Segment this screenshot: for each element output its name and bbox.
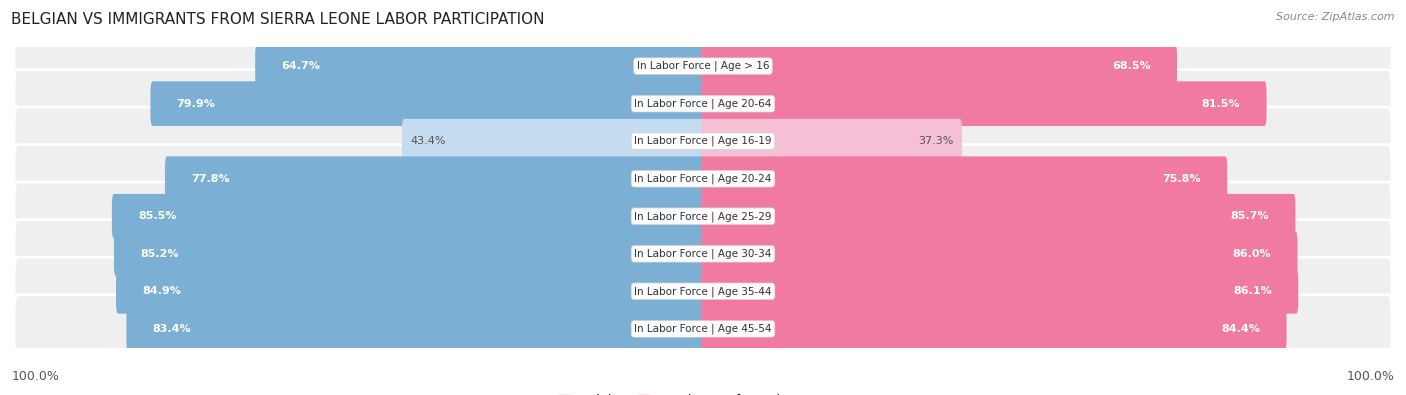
FancyBboxPatch shape [402, 119, 704, 164]
FancyBboxPatch shape [117, 269, 704, 314]
FancyBboxPatch shape [127, 307, 704, 351]
FancyBboxPatch shape [150, 81, 704, 126]
FancyBboxPatch shape [114, 231, 704, 276]
Text: In Labor Force | Age 20-24: In Labor Force | Age 20-24 [634, 173, 772, 184]
FancyBboxPatch shape [14, 107, 1392, 175]
Text: 77.8%: 77.8% [191, 174, 229, 184]
Text: In Labor Force | Age 20-64: In Labor Force | Age 20-64 [634, 98, 772, 109]
Text: In Labor Force | Age 16-19: In Labor Force | Age 16-19 [634, 136, 772, 147]
Text: In Labor Force | Age 30-34: In Labor Force | Age 30-34 [634, 248, 772, 259]
Text: 85.7%: 85.7% [1230, 211, 1270, 221]
Text: In Labor Force | Age 35-44: In Labor Force | Age 35-44 [634, 286, 772, 297]
FancyBboxPatch shape [14, 295, 1392, 363]
Text: 85.5%: 85.5% [138, 211, 176, 221]
FancyBboxPatch shape [702, 194, 1295, 239]
FancyBboxPatch shape [165, 156, 704, 201]
FancyBboxPatch shape [702, 307, 1286, 351]
FancyBboxPatch shape [14, 182, 1392, 250]
FancyBboxPatch shape [702, 119, 962, 164]
Text: 68.5%: 68.5% [1112, 61, 1152, 71]
FancyBboxPatch shape [14, 145, 1392, 213]
Text: 79.9%: 79.9% [177, 99, 215, 109]
Text: 100.0%: 100.0% [11, 370, 59, 383]
FancyBboxPatch shape [702, 231, 1298, 276]
Text: In Labor Force | Age > 16: In Labor Force | Age > 16 [637, 61, 769, 71]
Text: 85.2%: 85.2% [141, 249, 179, 259]
FancyBboxPatch shape [112, 194, 704, 239]
FancyBboxPatch shape [14, 257, 1392, 325]
FancyBboxPatch shape [14, 220, 1392, 288]
Text: In Labor Force | Age 25-29: In Labor Force | Age 25-29 [634, 211, 772, 222]
Text: 75.8%: 75.8% [1163, 174, 1201, 184]
FancyBboxPatch shape [702, 44, 1177, 88]
FancyBboxPatch shape [14, 32, 1392, 100]
Text: 86.0%: 86.0% [1233, 249, 1271, 259]
Text: 43.4%: 43.4% [411, 136, 446, 146]
Text: Source: ZipAtlas.com: Source: ZipAtlas.com [1277, 12, 1395, 22]
Text: 83.4%: 83.4% [152, 324, 191, 334]
Text: 37.3%: 37.3% [918, 136, 953, 146]
Text: 64.7%: 64.7% [281, 61, 321, 71]
Legend: Belgian, Immigrants from Sierra Leone: Belgian, Immigrants from Sierra Leone [558, 394, 848, 395]
FancyBboxPatch shape [254, 44, 704, 88]
Text: In Labor Force | Age 45-54: In Labor Force | Age 45-54 [634, 324, 772, 334]
Text: 86.1%: 86.1% [1233, 286, 1272, 296]
Text: 84.4%: 84.4% [1222, 324, 1260, 334]
FancyBboxPatch shape [702, 156, 1227, 201]
FancyBboxPatch shape [702, 81, 1267, 126]
Text: 100.0%: 100.0% [1347, 370, 1395, 383]
Text: BELGIAN VS IMMIGRANTS FROM SIERRA LEONE LABOR PARTICIPATION: BELGIAN VS IMMIGRANTS FROM SIERRA LEONE … [11, 12, 544, 27]
FancyBboxPatch shape [702, 269, 1298, 314]
FancyBboxPatch shape [14, 70, 1392, 138]
Text: 84.9%: 84.9% [142, 286, 181, 296]
Text: 81.5%: 81.5% [1202, 99, 1240, 109]
